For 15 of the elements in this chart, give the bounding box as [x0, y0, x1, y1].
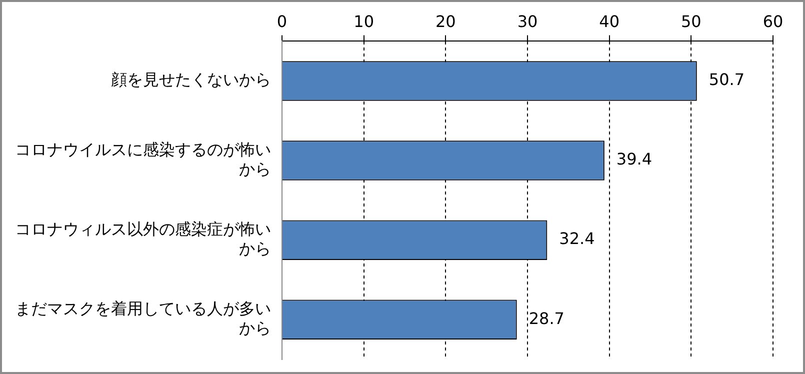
y-tick-label: 顔を見せたくないから [111, 70, 271, 90]
data-label: 50.7 [708, 70, 745, 90]
x-tick-label: 0 [276, 12, 288, 31]
y-tick-label: コロナウイルスに感染するのが怖いから [15, 140, 271, 178]
y-tick-label: まだマスクを着用している人が多いから [15, 299, 271, 338]
data-label: 39.4 [616, 150, 652, 169]
y-tick-label: コロナウィルス以外の感染症が怖いから [15, 220, 271, 258]
x-tick-label: 50 [680, 12, 702, 31]
data-label: 32.4 [559, 229, 595, 248]
x-tick-label: 10 [354, 12, 374, 31]
x-tick-label: 60 [762, 12, 784, 31]
x-tick-label: 20 [435, 12, 456, 31]
x-tick-label: 30 [517, 12, 538, 31]
x-tick-label: 40 [599, 12, 620, 31]
data-label: 28.7 [528, 308, 564, 328]
